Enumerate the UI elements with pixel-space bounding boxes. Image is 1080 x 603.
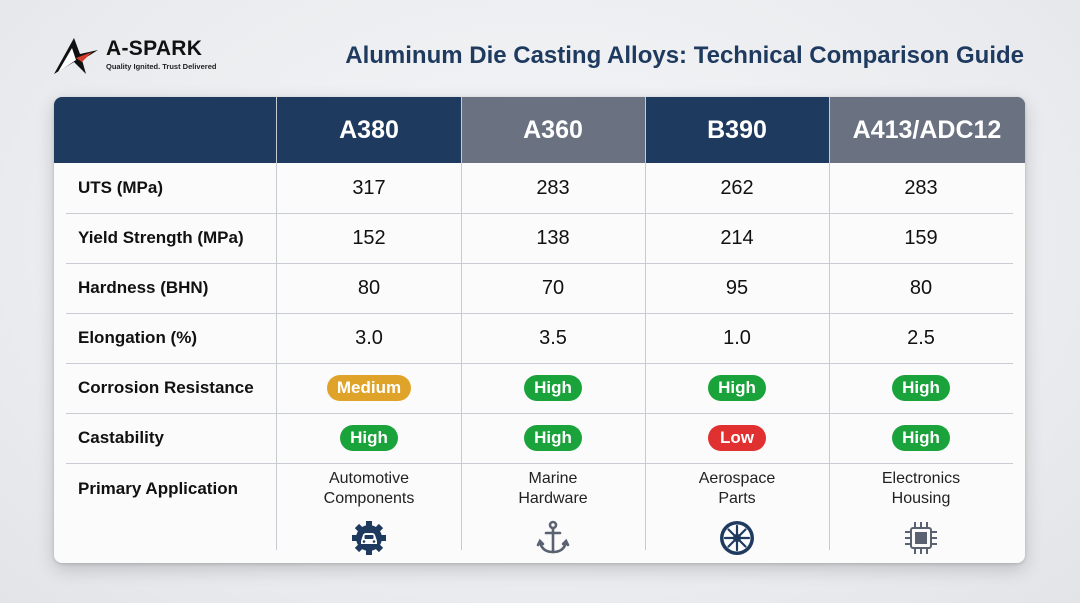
cell-corrosion-b390: High — [645, 363, 829, 413]
cell-yield-a360: 138 — [536, 226, 570, 249]
cell-castability-a360: High — [461, 413, 645, 463]
column-divider — [829, 97, 830, 550]
cell-elongation-a413: 2.5 — [907, 326, 935, 349]
cell-hardness-a380: 80 — [357, 276, 381, 299]
cell-application-a413: Electronics Housing — [829, 469, 1013, 561]
row-divider — [66, 313, 1013, 314]
cell-corrosion-a360: High — [461, 363, 645, 413]
anchor-icon — [536, 520, 570, 554]
brand-logo: A-SPARK Quality Ignited. Trust Delivered — [52, 34, 242, 78]
comparison-table: A380 A360 B390 A413/ADC12 UTS (MPa) 317 … — [54, 97, 1025, 563]
row-divider — [66, 413, 1013, 414]
application-line1: Electronics — [881, 470, 961, 487]
application-line1: Marine — [528, 470, 578, 487]
application-line2: Parts — [718, 490, 756, 507]
row-label-elongation: Elongation (%) — [78, 328, 197, 347]
application-line1: Automotive — [328, 470, 410, 487]
rating-badge: Low — [708, 425, 766, 451]
brand-tagline: Quality Ignited. Trust Delivered — [106, 62, 217, 71]
row-divider — [66, 363, 1013, 364]
application-line2: Housing — [891, 490, 951, 507]
cell-elongation-a360: 3.5 — [539, 326, 567, 349]
row-divider — [66, 213, 1013, 214]
cell-yield-a380: 152 — [352, 226, 386, 249]
cell-uts-a413: 283 — [904, 176, 938, 199]
row-label-hardness: Hardness (BHN) — [78, 278, 209, 297]
column-divider — [645, 97, 646, 550]
rating-badge: Medium — [326, 375, 412, 401]
cell-hardness-a413: 80 — [909, 276, 933, 299]
spark-bird-icon — [54, 38, 98, 74]
application-line1: Aerospace — [698, 470, 776, 487]
row-label-corrosion: Corrosion Resistance — [78, 378, 254, 397]
row-label-uts: UTS (MPa) — [78, 178, 163, 197]
cell-yield-b390: 214 — [720, 226, 754, 249]
column-divider — [461, 97, 462, 550]
cell-castability-b390: Low — [645, 413, 829, 463]
car-gear-icon — [352, 521, 386, 555]
row-label-yield: Yield Strength (MPa) — [78, 228, 244, 247]
rating-badge: High — [892, 425, 950, 451]
cell-application-a380: Automotive Components — [277, 469, 461, 561]
cell-yield-a413: 159 — [904, 226, 938, 249]
header: A-SPARK Quality Ignited. Trust Delivered… — [0, 0, 1080, 96]
brand-name: A-SPARK — [106, 37, 203, 60]
page-title: Aluminum Die Casting Alloys: Technical C… — [345, 42, 1024, 69]
column-divider — [276, 97, 277, 550]
row-divider — [66, 263, 1013, 264]
cell-corrosion-a413: High — [829, 363, 1013, 413]
cell-hardness-a360: 70 — [541, 276, 565, 299]
cell-uts-a380: 317 — [352, 176, 386, 199]
application-line2: Components — [323, 490, 415, 507]
rating-badge: High — [708, 375, 766, 401]
rating-badge: High — [524, 425, 582, 451]
application-line2: Hardware — [518, 490, 588, 507]
cell-castability-a413: High — [829, 413, 1013, 463]
cell-uts-b390: 262 — [720, 176, 754, 199]
column-header-b390: B390 — [645, 97, 829, 163]
cell-elongation-b390: 1.0 — [723, 326, 751, 349]
column-header-a380: A380 — [277, 97, 461, 163]
column-header-a360: A360 — [461, 97, 645, 163]
row-divider — [66, 463, 1013, 464]
rating-badge: High — [892, 375, 950, 401]
cell-hardness-b390: 95 — [725, 276, 749, 299]
cell-application-a360: Marine Hardware — [461, 469, 645, 561]
turbine-icon — [720, 521, 754, 555]
rating-badge: High — [524, 375, 582, 401]
row-label-application: Primary Application — [78, 479, 238, 498]
cell-uts-a360: 283 — [536, 176, 570, 199]
cell-application-b390: Aerospace Parts — [645, 469, 829, 561]
cell-elongation-a380: 3.0 — [355, 326, 383, 349]
row-label-castability: Castability — [78, 428, 164, 447]
cell-castability-a380: High — [277, 413, 461, 463]
rating-badge: High — [340, 425, 398, 451]
column-header-a413: A413/ADC12 — [829, 97, 1025, 163]
cell-corrosion-a380: Medium — [277, 363, 461, 413]
chip-icon — [905, 522, 937, 554]
